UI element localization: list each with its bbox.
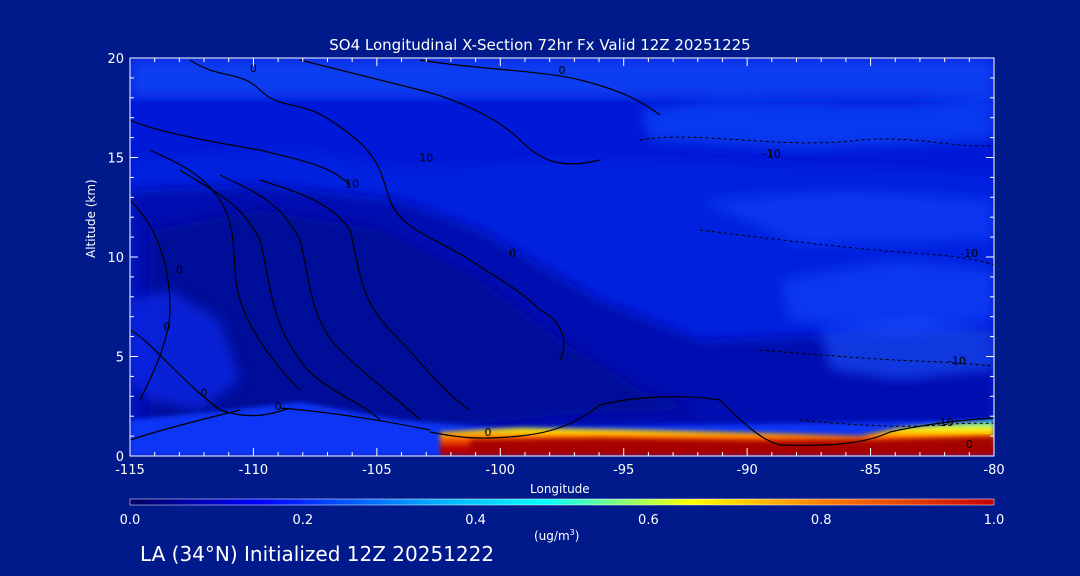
contour-label: 0 — [509, 247, 516, 260]
x-tick-label: -90 — [737, 463, 758, 478]
contour-label: 0 — [966, 438, 973, 451]
colorbar — [129, 498, 995, 506]
contour-label: 0 — [275, 400, 282, 413]
negative-contours — [639, 136, 994, 427]
x-tick-label: -110 — [239, 463, 269, 478]
colorbar-units: (ug/m3) — [534, 528, 579, 543]
x-tick-label: -85 — [860, 463, 881, 478]
units-tail: ) — [574, 529, 580, 543]
colorbar-tick-label: 0.8 — [811, 513, 832, 528]
colorbar-tick-label: 0.0 — [120, 513, 141, 528]
contour-labels: 0 0 0 0 10 10 0 0 0 0 -10 -10 -10 -10 0 — [164, 62, 979, 451]
contour-label: -10 — [936, 416, 954, 429]
contour-label: 0 — [484, 426, 491, 439]
colorbar-tick-label: 0.6 — [638, 513, 659, 528]
x-tick-label: -100 — [486, 463, 516, 478]
contour-label: -10 — [763, 148, 781, 161]
units-superscript: 3 — [569, 528, 575, 537]
contour-label: 0 — [176, 263, 183, 276]
contour-label: 0 — [164, 321, 171, 334]
y-tick-label: 0 — [116, 450, 124, 465]
contour-label: 0 — [559, 64, 566, 77]
x-tick-label: -115 — [115, 463, 145, 478]
y-axis-label: Altitude (km) — [84, 179, 98, 258]
chart-title: SO4 Longitudinal X-Section 72hr Fx Valid… — [329, 36, 751, 54]
colorbar-tick-label: 1.0 — [984, 513, 1005, 528]
y-tick-label: 10 — [107, 251, 124, 266]
y-tick-label: 20 — [107, 52, 124, 67]
concentration-field — [130, 58, 994, 456]
x-axis-label: Longitude — [530, 482, 590, 496]
units-base: (ug/m — [534, 529, 570, 543]
colorbar-ticks: 0.0 0.2 0.4 0.6 0.8 1.0 — [120, 513, 1005, 528]
x-tick-label: -80 — [983, 463, 1004, 478]
colorbar-tick-label: 0.2 — [292, 513, 313, 528]
contour-lines — [130, 59, 994, 446]
y-tick-label: 15 — [107, 152, 124, 167]
colorbar-tick-label: 0.4 — [465, 513, 486, 528]
footer-caption: LA (34°N) Initialized 12Z 20251222 — [140, 542, 495, 566]
x-tick-label: -105 — [362, 463, 392, 478]
x-tick-label: -95 — [613, 463, 634, 478]
contour-label: 0 — [250, 62, 257, 75]
contour-label: -10 — [948, 354, 966, 367]
contour-label: 10 — [419, 151, 433, 164]
contour-label: 10 — [345, 177, 359, 190]
contour-label: -10 — [960, 247, 978, 260]
y-tick-label: 5 — [116, 351, 124, 366]
contour-label: 0 — [201, 386, 208, 399]
